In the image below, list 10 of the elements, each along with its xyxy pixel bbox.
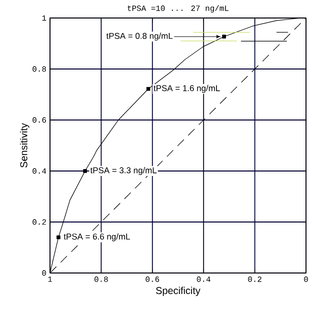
annotation: tPSA = 1.6 ng/mL	[154, 84, 220, 93]
annotation: tPSA = 0.8 ng/mL	[106, 32, 173, 41]
x-axis-title: Specificity	[156, 286, 200, 296]
annotation: tPSA = 6.6 ng/mL	[64, 233, 130, 242]
annotation: tPSA = 3.3 ng/mL	[90, 167, 157, 175]
point	[83, 169, 87, 173]
y-axis-title: Sensitivity	[20, 123, 30, 168]
point	[56, 235, 60, 240]
point	[222, 34, 226, 39]
point	[146, 86, 150, 91]
